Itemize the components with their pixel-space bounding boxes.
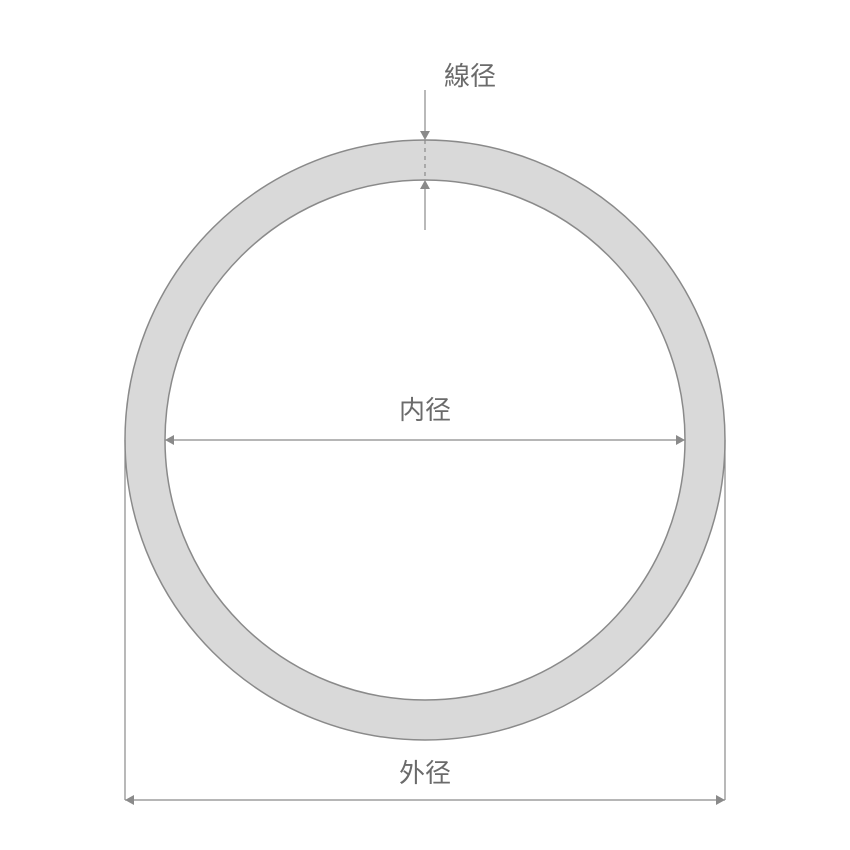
wall-thickness-label: 線径 [444,61,496,91]
outer-diameter-label: 外径 [399,758,451,788]
inner-diameter-label: 内径 [399,395,451,425]
ring-dimension-diagram: 内径外径 線径 [0,0,850,850]
